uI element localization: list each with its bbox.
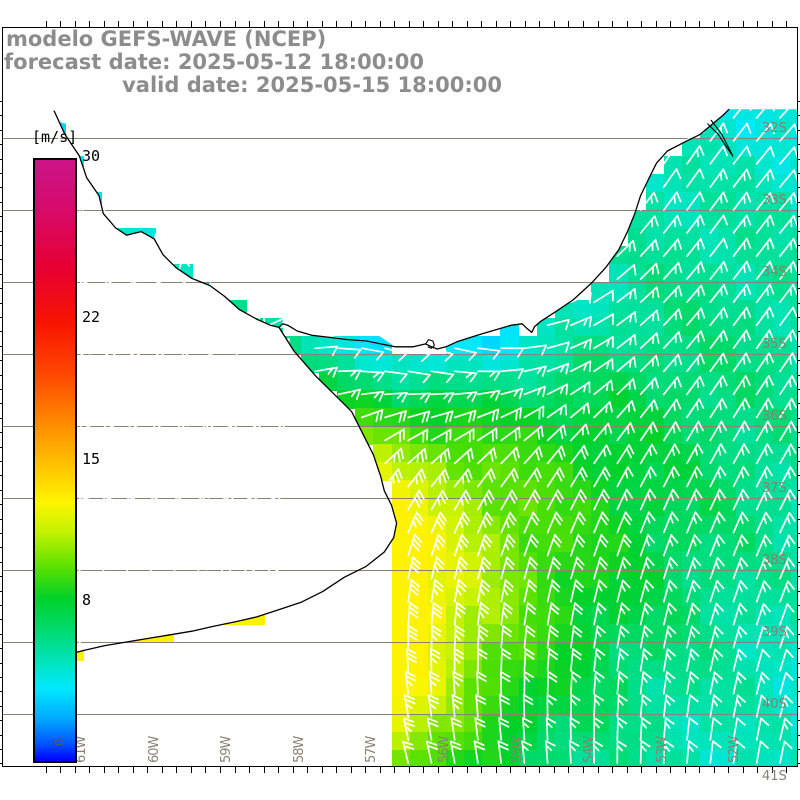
lat-label: 36S <box>762 409 787 424</box>
map-plot-area <box>3 28 797 766</box>
colorbar-tick-15: 15 <box>82 449 101 468</box>
lon-label: 56W <box>437 736 452 763</box>
colorbar-zero-label: 0 <box>53 738 68 747</box>
graticule <box>3 28 797 766</box>
lon-label: 55W <box>509 736 525 763</box>
land-mask <box>3 94 797 660</box>
colorbar-tick-8: 8 <box>82 590 92 609</box>
map-frame <box>2 27 798 767</box>
coastline <box>50 108 734 661</box>
lon-label: 60W <box>146 736 162 763</box>
lat-label: 35S <box>762 337 787 352</box>
colorbar-tick-22: 22 <box>82 308 101 327</box>
lon-label: 53W <box>654 736 670 763</box>
lon-label: 54W <box>582 736 598 763</box>
lat-label: 39S <box>762 625 787 640</box>
colorbar-tick-30: 30 <box>82 147 101 165</box>
lon-label: 52W <box>727 736 743 763</box>
lat-label: 32S <box>762 121 787 136</box>
colorbar-gradient <box>33 158 77 763</box>
lon-label: 58W <box>291 736 307 763</box>
lon-label: 57W <box>364 736 380 763</box>
lat-label: 33S <box>762 193 787 208</box>
lat-label: 41S <box>762 769 787 784</box>
lat-label: 37S <box>762 481 787 496</box>
lat-label: 34S <box>762 265 787 280</box>
colorbar-unit-label: [m/s] <box>32 128 78 146</box>
lat-label: 38S <box>762 553 787 568</box>
lat-label: 40S <box>762 697 787 712</box>
lon-label: 59W <box>219 736 235 763</box>
